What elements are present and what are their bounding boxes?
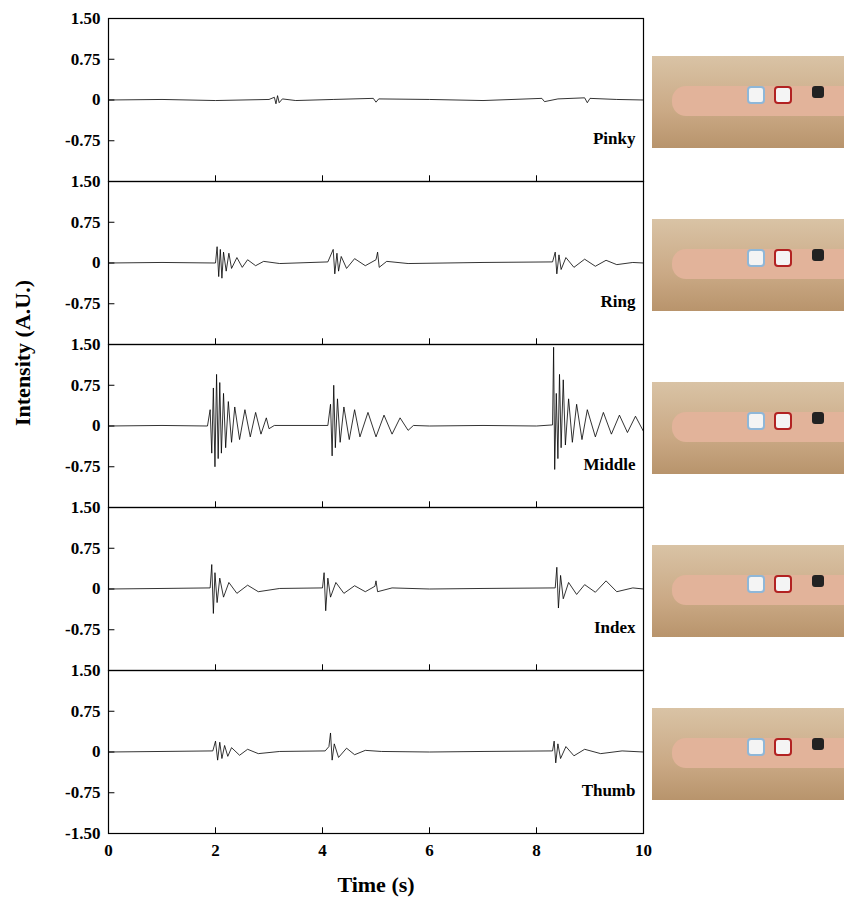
svg-text:1.50: 1.50 — [71, 9, 101, 28]
svg-text:0: 0 — [92, 579, 101, 598]
svg-text:Intensity (A.U.): Intensity (A.U.) — [10, 280, 35, 426]
svg-text:6: 6 — [425, 841, 434, 860]
svg-text:-0.75: -0.75 — [65, 294, 100, 313]
svg-text:Ring: Ring — [601, 292, 636, 311]
svg-text:0.75: 0.75 — [71, 213, 101, 232]
svg-text:1.50: 1.50 — [71, 661, 101, 680]
svg-text:0: 0 — [92, 90, 101, 109]
svg-text:4: 4 — [318, 841, 327, 860]
svg-text:Pinky: Pinky — [593, 129, 636, 148]
svg-text:-1.50: -1.50 — [65, 824, 100, 843]
svg-text:Index: Index — [594, 618, 636, 637]
svg-text:Middle: Middle — [584, 455, 636, 474]
svg-text:10: 10 — [635, 841, 652, 860]
svg-text:-0.75: -0.75 — [65, 783, 100, 802]
svg-text:0.75: 0.75 — [71, 702, 101, 721]
svg-text:1.50: 1.50 — [71, 172, 101, 191]
svg-text:0: 0 — [104, 841, 113, 860]
svg-text:8: 8 — [532, 841, 541, 860]
svg-text:0.75: 0.75 — [71, 50, 101, 69]
svg-text:0.75: 0.75 — [71, 376, 101, 395]
svg-text:-0.75: -0.75 — [65, 457, 100, 476]
svg-text:0: 0 — [92, 416, 101, 435]
svg-text:0: 0 — [92, 253, 101, 272]
svg-text:0.75: 0.75 — [71, 539, 101, 558]
svg-text:-0.75: -0.75 — [65, 131, 100, 150]
svg-text:1.50: 1.50 — [71, 498, 101, 517]
svg-text:0: 0 — [92, 742, 101, 761]
svg-text:Thumb: Thumb — [582, 781, 636, 800]
svg-text:1.50: 1.50 — [71, 335, 101, 354]
svg-text:Time (s): Time (s) — [337, 872, 414, 897]
svg-text:-0.75: -0.75 — [65, 620, 100, 639]
svg-text:2: 2 — [211, 841, 220, 860]
